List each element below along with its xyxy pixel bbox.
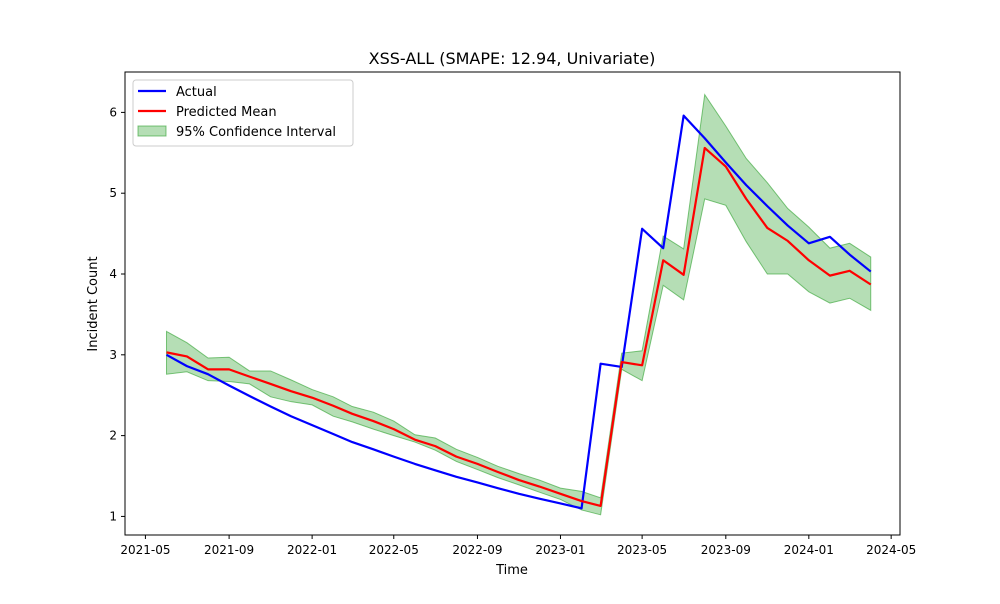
y-axis-label: Incident Count xyxy=(86,256,101,351)
chart-title: XSS-ALL (SMAPE: 12.94, Univariate) xyxy=(369,49,656,68)
legend-box xyxy=(132,79,354,147)
x-tick-label: 2022-05 xyxy=(369,543,419,557)
x-tick-label: 2024-01 xyxy=(784,543,834,557)
y-tick-label: 1 xyxy=(109,509,117,523)
series-lines-layer xyxy=(165,114,872,510)
legend-label-predicted-mean: Predicted Mean xyxy=(176,105,277,120)
legend-swatch-confidence-interval xyxy=(137,125,167,137)
y-tick-label: 2 xyxy=(109,429,117,443)
legend: Actual Predicted Mean 95% Confidence Int… xyxy=(132,79,354,147)
x-tick-label: 2022-01 xyxy=(287,543,337,557)
x-tick-label: 2021-05 xyxy=(120,543,170,557)
plot-frame xyxy=(124,71,901,536)
x-axis: 2021-05 2021-09 2022-01 2022-05 2022-09 2023-… xyxy=(120,535,916,557)
y-tick-label: 4 xyxy=(109,267,117,281)
y-tick-label: 3 xyxy=(109,348,117,362)
x-tick-label: 2024-05 xyxy=(866,543,916,557)
x-tick-label: 2022-09 xyxy=(452,543,502,557)
series-line-predicted-mean xyxy=(166,146,872,508)
x-tick-label: 2023-05 xyxy=(617,543,667,557)
y-tick-label: 6 xyxy=(109,105,117,119)
y-axis: 1 2 3 4 5 6 xyxy=(109,105,125,523)
legend-label-actual: Actual xyxy=(176,85,217,100)
x-axis-label: Time xyxy=(495,563,528,578)
x-tick-label: 2023-01 xyxy=(535,543,585,557)
series-line-actual xyxy=(165,114,872,510)
x-tick-label: 2021-09 xyxy=(204,543,254,557)
x-tick-label: 2023-09 xyxy=(701,543,751,557)
legend-label-confidence-interval: 95% Confidence Interval xyxy=(176,125,336,140)
y-tick-label: 5 xyxy=(109,186,117,200)
